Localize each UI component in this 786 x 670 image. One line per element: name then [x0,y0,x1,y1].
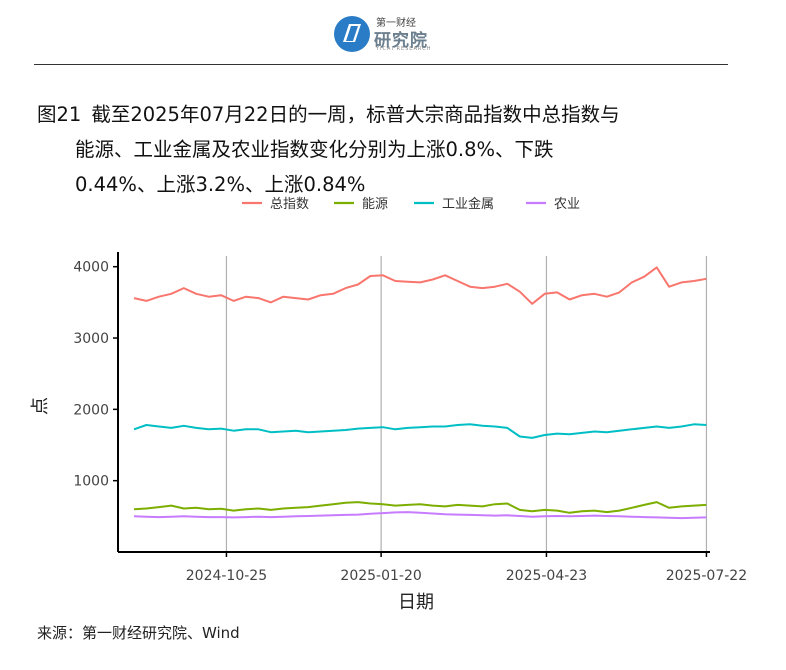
y-tick-label-0: 1000 [73,474,109,490]
y-tick-label-1: 2000 [73,402,109,418]
legend-label-1: 能源 [362,197,388,212]
x-tick-label-0: 2024-10-25 [186,568,267,584]
legend-label-0: 总指数 [270,197,309,212]
chart-gridlines [225,256,708,552]
logo-main-text: 研究院 [374,31,428,51]
logo-mark-icon [334,16,370,52]
series-line-3 [133,511,707,520]
x-axis-title: 日期 [398,592,434,613]
y-tick-label-3: 4000 [73,260,109,276]
commodity-index-chart: 总指数 能源 工业金属 农业 1000 2000 3000 4000 2024-10-25 20… [30,196,747,613]
caption-line-1: 截至2025年07月22日的一周，标普大宗商品指数中总指数与 [91,103,620,126]
y-axis-title: 点 [30,397,51,415]
x-tick-label-2: 2025-04-23 [506,568,587,584]
x-tick-label-3: 2025-07-22 [666,568,747,584]
source-note: 来源：第一财经研究院、Wind [37,624,240,642]
series-line-1 [133,501,707,514]
chart-legend: 总指数 能源 工业金属 农业 [242,196,580,212]
series-line-2 [133,423,707,439]
chart-axes: 1000 2000 3000 4000 2024-10-25 2025-01-20 2025… [73,252,747,584]
header-divider [34,64,728,65]
logo-top-text: 第一财经 [376,18,416,29]
caption-line-3: 0.44%、上涨3.2%、上涨0.84% [75,173,366,196]
legend-label-2: 工业金属 [442,196,494,212]
caption-line-2: 能源、工业金属及农业指数变化分别为上涨0.8%、下跌 [75,138,554,161]
figure-caption: 图21 截至2025年07月22日的一周，标普大宗商品指数中总指数与 能源、工业金… [37,97,737,202]
series-line-0 [133,266,707,305]
x-tick-label-1: 2025-01-20 [340,568,421,584]
logo-sub-text: YICAI RESEARCH [376,46,432,52]
legend-label-3: 农业 [554,197,580,212]
chart-series [133,266,707,520]
logo: 第一财经 研究院 YICAI RESEARCH [332,10,442,56]
y-tick-label-2: 3000 [73,331,109,347]
figure-number: 图21 [37,103,82,126]
